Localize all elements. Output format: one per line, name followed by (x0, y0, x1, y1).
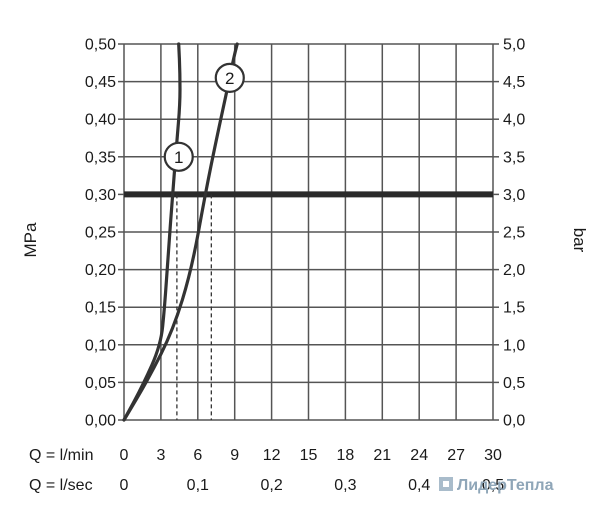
x-lsec-tick-label: 0,1 (187, 477, 209, 494)
x-lsec-tick-label: 0,5 (482, 477, 504, 494)
x-lmin-tick-label: 24 (410, 447, 428, 464)
x-lmin-tick-label: 30 (484, 447, 502, 464)
series-2-marker-label: 2 (225, 69, 234, 88)
tick-labels: 0 3 6 9 12 15 18 21 24 27 300,000,050,100,150,200,… (85, 37, 525, 495)
x-lmin-tick-label: 18 (337, 447, 355, 464)
dashed-drop-lines (176, 194, 212, 420)
y-left-tick-label: 0,30 (85, 187, 116, 204)
watermark-text: ЛидерТепла (457, 477, 554, 494)
x-lmin-tick-label: 6 (193, 447, 202, 464)
x-lsec-axis-title: Q = l/sec (29, 477, 93, 494)
y-left-tick-label: 0,20 (85, 262, 116, 279)
y-left-tick-label: 0,45 (85, 74, 116, 91)
y-right-tick-label: 5,0 (503, 37, 525, 54)
y-right-tick-label: 4,5 (503, 74, 525, 91)
x-lmin-tick-label: 15 (300, 447, 318, 464)
y-left-axis-title: MPa (21, 222, 40, 258)
curves: 12 (122, 42, 245, 422)
y-right-tick-label: 1,5 (503, 300, 525, 317)
y-right-tick-label: 2,0 (503, 262, 525, 279)
y-right-tick-label: 0,5 (503, 375, 525, 392)
y-right-tick-label: 3,0 (503, 187, 525, 204)
y-left-tick-label: 0,25 (85, 225, 116, 242)
grid (118, 43, 499, 421)
x-lsec-tick-label: 0,3 (334, 477, 356, 494)
y-right-tick-label: 1,0 (503, 337, 525, 354)
y-right-tick-label: 4,0 (503, 112, 525, 129)
x-lmin-tick-label: 0 (120, 447, 129, 464)
series-1-marker (163, 141, 194, 172)
y-right-tick-label: 0,0 (503, 413, 525, 430)
x-lmin-tick-label: 12 (263, 447, 281, 464)
x-lsec-tick-label: 0 (120, 477, 129, 494)
y-left-tick-label: 0,00 (85, 413, 116, 430)
series-1-line (122, 42, 182, 422)
y-right-tick-label: 3,5 (503, 149, 525, 166)
y-right-axis-title: bar (570, 228, 589, 253)
watermark: ЛидерТепла (439, 477, 554, 494)
series-1-marker-label: 1 (174, 148, 183, 167)
series-2-marker (214, 62, 245, 93)
x-lsec-tick-label: 0,4 (408, 477, 430, 494)
x-lmin-axis-title: Q = l/min (29, 447, 93, 464)
y-left-tick-label: 0,05 (85, 375, 116, 392)
x-lsec-tick-label: 0,2 (260, 477, 282, 494)
y-left-tick-label: 0,40 (85, 112, 116, 129)
y-right-tick-label: 2,5 (503, 225, 525, 242)
x-lmin-tick-label: 9 (230, 447, 239, 464)
x-lmin-tick-label: 3 (156, 447, 165, 464)
x-lmin-tick-label: 21 (373, 447, 391, 464)
watermark-logo-icon-inner (443, 481, 449, 487)
x-lmin-tick-label: 27 (447, 447, 465, 464)
y-left-tick-label: 0,15 (85, 300, 116, 317)
y-left-tick-label: 0,50 (85, 37, 116, 54)
y-left-tick-label: 0,10 (85, 337, 116, 354)
y-left-tick-label: 0,35 (85, 149, 116, 166)
